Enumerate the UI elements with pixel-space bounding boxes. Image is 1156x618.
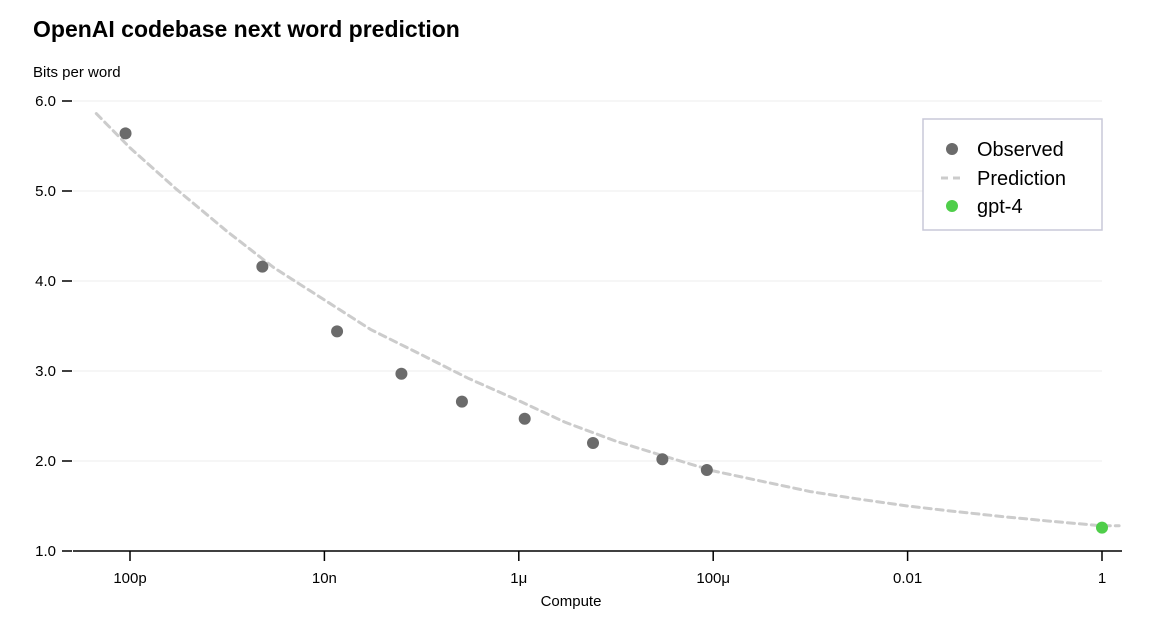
observed-point [455,395,468,408]
y-tick-label: 1.0 [35,543,56,560]
legend-label: gpt-4 [977,196,1023,218]
legend-marker [946,143,958,155]
x-tick-label: 100μ [696,570,730,587]
chart-title: OpenAI codebase next word prediction [33,16,460,42]
observed-point [331,325,344,338]
legend-marker [946,200,958,212]
legend: Observed Prediction gpt-4 [922,118,1103,231]
observed-point [518,412,531,425]
x-tick-label: 1μ [510,570,527,587]
legend-label: Observed [977,139,1064,161]
observed-point [395,367,408,380]
x-tick-label: 100p [113,570,146,587]
x-axis-label: Compute [541,593,602,610]
legend-label: Prediction [977,168,1066,190]
y-axis-label: Bits per word [33,64,121,81]
y-tick-label: 6.0 [35,93,56,110]
observed-point [587,437,600,449]
x-tick-label: 0.01 [893,570,922,587]
observed-point [119,127,132,140]
y-tick-label: 2.0 [35,453,56,470]
y-axis: 1.0 2.0 3.0 4.0 5.0 6.0 [35,93,72,560]
observed-point [256,260,269,273]
prediction-line [94,112,1121,528]
x-tick-label: 1 [1098,570,1106,587]
gpt4-point [1096,521,1108,534]
x-axis: 100p 10n 1μ 100μ 0.01 1 [73,550,1122,587]
y-tick-label: 5.0 [35,183,56,200]
observed-point [700,464,713,476]
observed-point [656,453,669,466]
y-tick-label: 3.0 [35,363,56,380]
plot-area [94,112,1121,534]
x-tick-label: 10n [312,570,337,587]
y-tick-label: 4.0 [35,273,56,290]
grid-lines [73,100,1102,462]
